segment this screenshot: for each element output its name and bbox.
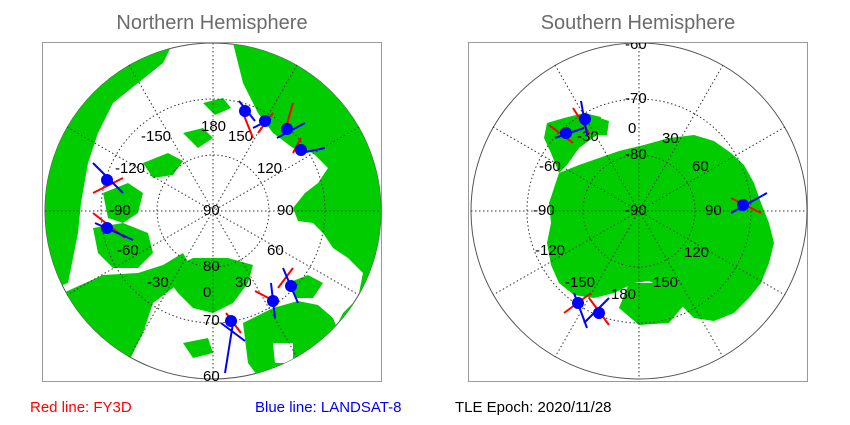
south-lon-label: -30	[577, 128, 599, 145]
south-lon-label: -90	[533, 202, 555, 219]
south-lon-label: -60	[539, 158, 561, 175]
north-lat-label: 70	[203, 312, 220, 329]
sat-marker	[277, 267, 299, 304]
south-lat-label: -60	[625, 43, 647, 53]
south-title: Southern Hemisphere	[540, 12, 736, 34]
north-lon-label: 30	[235, 274, 252, 291]
sat-marker	[254, 282, 279, 319]
south-lon-label: 30	[662, 130, 679, 147]
south-map: 0 30 60 90 120 150 180 -150 -120 -90 -60…	[470, 43, 808, 380]
south-lon-label: 180	[611, 286, 636, 303]
tle-epoch: TLE Epoch: 2020/11/28	[455, 399, 612, 416]
north-lon-label: -90	[109, 202, 131, 219]
sat-marker	[220, 312, 246, 374]
south-satellite-markers	[548, 100, 768, 329]
north-lat-label: 90	[203, 202, 220, 219]
sat-marker	[92, 212, 134, 241]
south-graticule	[471, 43, 807, 379]
south-labels: 0 30 60 90 120 150 180 -150 -120 -90 -60…	[533, 43, 722, 303]
south-lat-label: -80	[625, 146, 647, 163]
south-lat-label: -70	[625, 90, 647, 107]
sat-marker	[92, 162, 124, 194]
north-satellite-markers	[92, 100, 326, 374]
south-lon-label: 90	[705, 202, 722, 219]
south-lon-label: -150	[565, 274, 595, 291]
north-map-panel: 180 150 120 90 60 30 0 -30 -60 -90 -120 …	[42, 42, 382, 383]
south-lon-label: 60	[692, 158, 709, 175]
north-lon-label: 150	[228, 128, 253, 145]
south-lon-label: 0	[628, 120, 636, 137]
north-map: 180 150 120 90 60 30 0 -30 -60 -90 -120 …	[44, 43, 382, 383]
north-lon-label: 90	[277, 202, 294, 219]
north-lon-label: -60	[117, 242, 139, 259]
north-lon-label: -120	[115, 160, 145, 177]
north-lon-label: -30	[147, 274, 169, 291]
sat-marker	[252, 112, 274, 134]
north-lon-label: 0	[203, 284, 211, 301]
north-lon-label: -150	[141, 128, 171, 145]
north-lat-label: 80	[203, 258, 220, 275]
sat-marker	[730, 192, 768, 214]
sat-marker	[292, 137, 326, 156]
south-lon-label: -120	[535, 242, 565, 259]
north-lon-label: 60	[267, 242, 284, 259]
north-graticule	[45, 43, 381, 379]
legend-blue-line: Blue line: LANDSAT-8	[255, 399, 402, 416]
south-lat-label: -90	[625, 202, 647, 219]
sat-marker	[276, 102, 306, 139]
north-lat-label: 60	[203, 368, 220, 383]
south-map-panel: 0 30 60 90 120 150 180 -150 -120 -90 -60…	[468, 42, 808, 382]
legend-red-line: Red line: FY3D	[30, 399, 132, 416]
south-lon-label: 150	[653, 274, 678, 291]
north-lon-label: 180	[201, 118, 226, 135]
north-lon-label: 120	[257, 160, 282, 177]
north-labels: 180 150 120 90 60 30 0 -30 -60 -90 -120 …	[109, 118, 294, 383]
sat-marker	[548, 124, 585, 144]
north-title: Northern Hemisphere	[116, 12, 308, 34]
sat-marker	[238, 100, 256, 139]
sat-marker	[572, 100, 591, 136]
south-lon-label: 120	[684, 244, 709, 261]
sat-marker	[583, 297, 610, 326]
